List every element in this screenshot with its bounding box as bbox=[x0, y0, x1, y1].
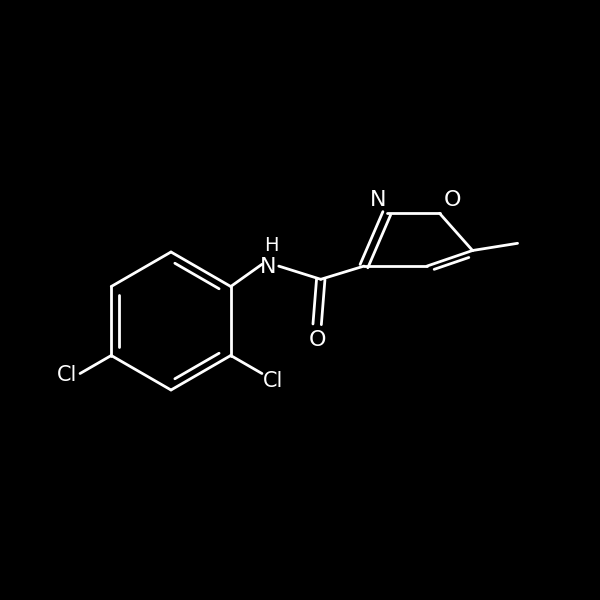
Text: O: O bbox=[444, 190, 461, 210]
Text: N: N bbox=[260, 257, 276, 277]
Text: Cl: Cl bbox=[57, 365, 77, 385]
Text: Cl: Cl bbox=[263, 371, 284, 391]
Text: O: O bbox=[308, 331, 326, 350]
Text: N: N bbox=[370, 190, 386, 210]
Text: H: H bbox=[265, 236, 279, 256]
